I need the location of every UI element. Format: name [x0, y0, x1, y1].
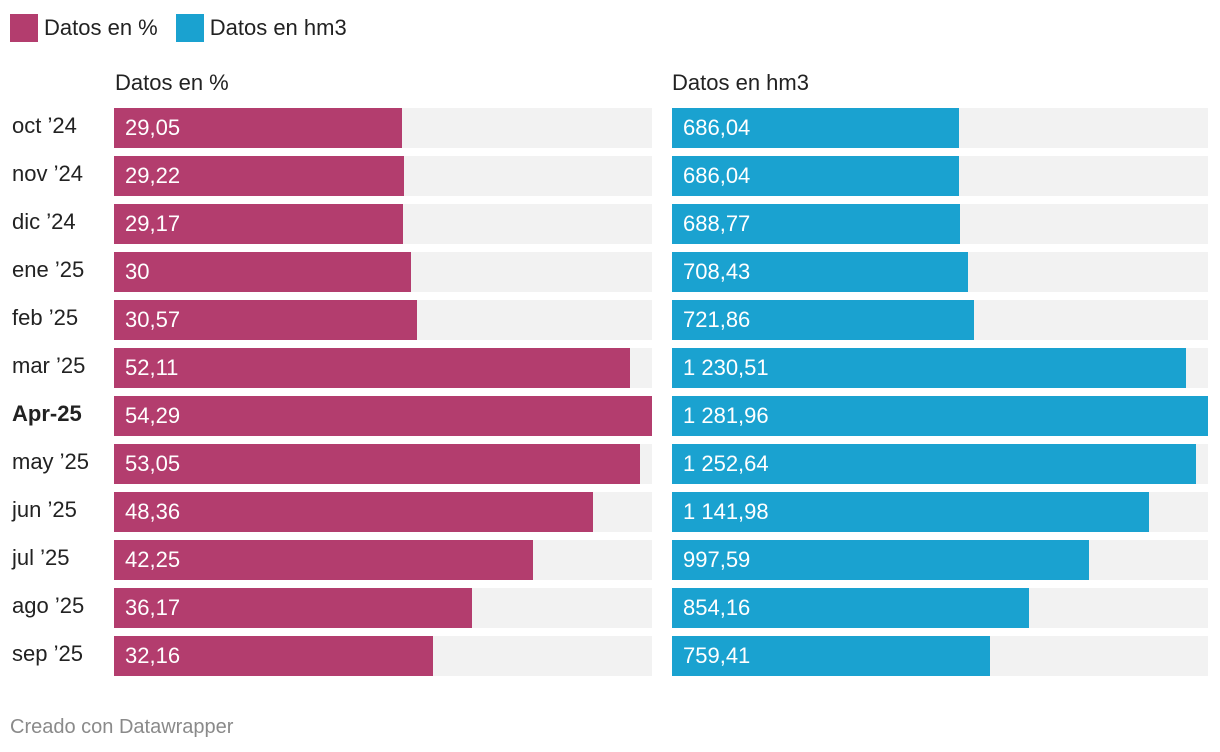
bar-track: 686,04	[672, 108, 1208, 148]
category-label: jun ’25	[12, 497, 77, 522]
legend-swatch-hm3	[175, 14, 204, 42]
legend-item-percent: Datos en %	[10, 14, 158, 42]
bar-value-label: 52,11	[125, 355, 179, 380]
bar-value-label: 1 141,98	[683, 499, 769, 524]
legend-label-percent: Datos en %	[44, 15, 158, 40]
bar-hm3	[672, 636, 990, 676]
bar-track: 36,17	[114, 588, 652, 628]
bar-value-label: 30,57	[125, 307, 181, 332]
bar-percent	[114, 636, 433, 676]
bar-track: 708,43	[672, 252, 1208, 292]
bar-percent	[114, 108, 402, 148]
category-label: ago ’25	[12, 593, 85, 618]
bar-track: 997,59	[672, 540, 1208, 580]
bar-percent	[114, 492, 594, 532]
bar-value-label: 1 230,51	[683, 355, 769, 380]
bar-percent	[114, 300, 417, 340]
bar-percent	[114, 396, 652, 436]
bar-percent	[114, 540, 533, 580]
bar-value-label: 688,77	[683, 211, 751, 236]
category-label: Apr-25	[12, 401, 82, 426]
category-label: mar ’25	[12, 353, 86, 378]
bar-hm3	[672, 348, 1187, 388]
bar-track: 29,17	[114, 204, 652, 244]
category-label: ene ’25	[12, 257, 85, 282]
bar-value-label: 759,41	[683, 643, 751, 668]
legend-swatch-percent	[10, 14, 38, 42]
bar-track: 686,04	[672, 156, 1208, 196]
bar-track: 29,05	[114, 108, 652, 148]
bar-percent	[114, 204, 404, 244]
bar-hm3	[672, 108, 959, 148]
legend-label-hm3: Datos en hm3	[209, 15, 347, 40]
footer-credit: Creado con Datawrapper	[10, 716, 234, 738]
bar-value-label: 997,59	[683, 547, 751, 572]
bar-hm3	[672, 156, 959, 196]
bar-value-label: 42,25	[125, 547, 181, 572]
bar-hm3	[672, 540, 1090, 580]
category-label: nov ’24	[12, 161, 83, 186]
bar-value-label: 53,05	[125, 451, 181, 476]
bar-percent	[114, 588, 473, 628]
bar-track: 1 230,51	[672, 348, 1208, 388]
bar-percent	[114, 348, 631, 388]
bar-hm3	[672, 396, 1208, 436]
bar-track: 1 252,64	[672, 444, 1208, 484]
bar-hm3	[672, 252, 969, 292]
bar-value-label: 686,04	[683, 115, 751, 140]
bar-track: 48,36	[114, 492, 652, 532]
bar-track: 52,11	[114, 348, 652, 388]
category-label: dic ’24	[12, 209, 76, 234]
bar-value-label: 29,17	[125, 211, 181, 236]
bar-value-label: 721,86	[683, 307, 751, 332]
bar-value-label: 48,36	[125, 499, 181, 524]
bar-value-label: 54,29	[125, 403, 181, 428]
bar-percent	[114, 444, 640, 484]
bar-track: 32,16	[114, 636, 652, 676]
bar-value-label: 708,43	[683, 259, 751, 284]
bar-hm3	[672, 444, 1196, 484]
bar-track: 1 141,98	[672, 492, 1208, 532]
bar-hm3	[672, 492, 1150, 532]
category-label: oct ’24	[12, 113, 77, 138]
bar-track: 721,86	[672, 300, 1208, 340]
bar-value-label: 1 281,96	[683, 403, 769, 428]
panel-title-percent: Datos en %	[115, 70, 229, 95]
bar-value-label: 32,16	[125, 643, 181, 668]
bar-track: 42,25	[114, 540, 652, 580]
bar-track: 1 281,96	[672, 396, 1208, 436]
bar-value-label: 686,04	[683, 163, 751, 188]
legend-item-hm3: Datos en hm3	[175, 14, 347, 42]
category-label: may ’25	[12, 449, 90, 474]
bar-track: 854,16	[672, 588, 1208, 628]
bar-track: 30	[114, 252, 652, 292]
bar-track: 29,22	[114, 156, 652, 196]
legend: Datos en % Datos en hm3	[10, 12, 365, 44]
bar-value-label: 29,22	[125, 163, 181, 188]
bar-track: 53,05	[114, 444, 652, 484]
panel-title-hm3: Datos en hm3	[672, 70, 809, 95]
bar-percent	[114, 156, 404, 196]
bar-value-label: 29,05	[125, 115, 181, 140]
category-label: jul ’25	[12, 545, 70, 570]
bar-track: 759,41	[672, 636, 1208, 676]
bar-track: 54,29	[114, 396, 652, 436]
bar-hm3	[672, 588, 1030, 628]
bar-hm3	[672, 204, 960, 244]
bar-track: 688,77	[672, 204, 1208, 244]
bar-value-label: 36,17	[125, 595, 181, 620]
bar-value-label: 854,16	[683, 595, 751, 620]
bar-value-label: 30	[125, 259, 150, 284]
bar-percent	[114, 252, 412, 292]
bar-hm3	[672, 300, 974, 340]
category-label: feb ’25	[12, 305, 79, 330]
bar-value-label: 1 252,64	[683, 451, 769, 476]
category-label: sep ’25	[12, 641, 83, 666]
bar-track: 30,57	[114, 300, 652, 340]
